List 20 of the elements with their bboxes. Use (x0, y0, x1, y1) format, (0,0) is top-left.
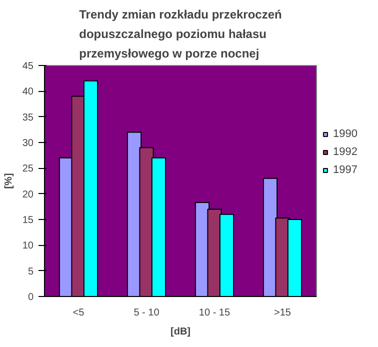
chart-title: Trendy zmian rozkładu przekroczeń dopuszczalnego poziomu hałasu przemysłowego w porze nocnej (79, 7, 282, 60)
y-tick-label: 25 (22, 164, 34, 175)
x-tick-label: >15 (274, 308, 292, 318)
y-tick-label: 0 (28, 292, 34, 303)
legend-label: 1990 (333, 128, 358, 140)
legend-label: 1992 (333, 146, 358, 158)
y-axis-title: [%] (3, 173, 14, 189)
legend-label: 1997 (333, 164, 358, 176)
y-tick-label: 20 (22, 189, 34, 200)
y-tick-label: 45 (22, 61, 34, 72)
y-tick-label: 30 (22, 138, 34, 149)
y-tick-label: 5 (28, 266, 34, 278)
x-tick-label: 5 - 10 (134, 308, 160, 318)
y-tick-label: 40 (22, 86, 34, 98)
x-tick-label: 10 - 15 (198, 308, 231, 318)
y-tick-label: 15 (22, 215, 34, 226)
x-tick-label: <5 (72, 308, 85, 318)
x-axis-title: [dB] (170, 326, 191, 338)
y-tick-label: 35 (22, 112, 34, 124)
y-tick-label: 10 (22, 240, 34, 252)
